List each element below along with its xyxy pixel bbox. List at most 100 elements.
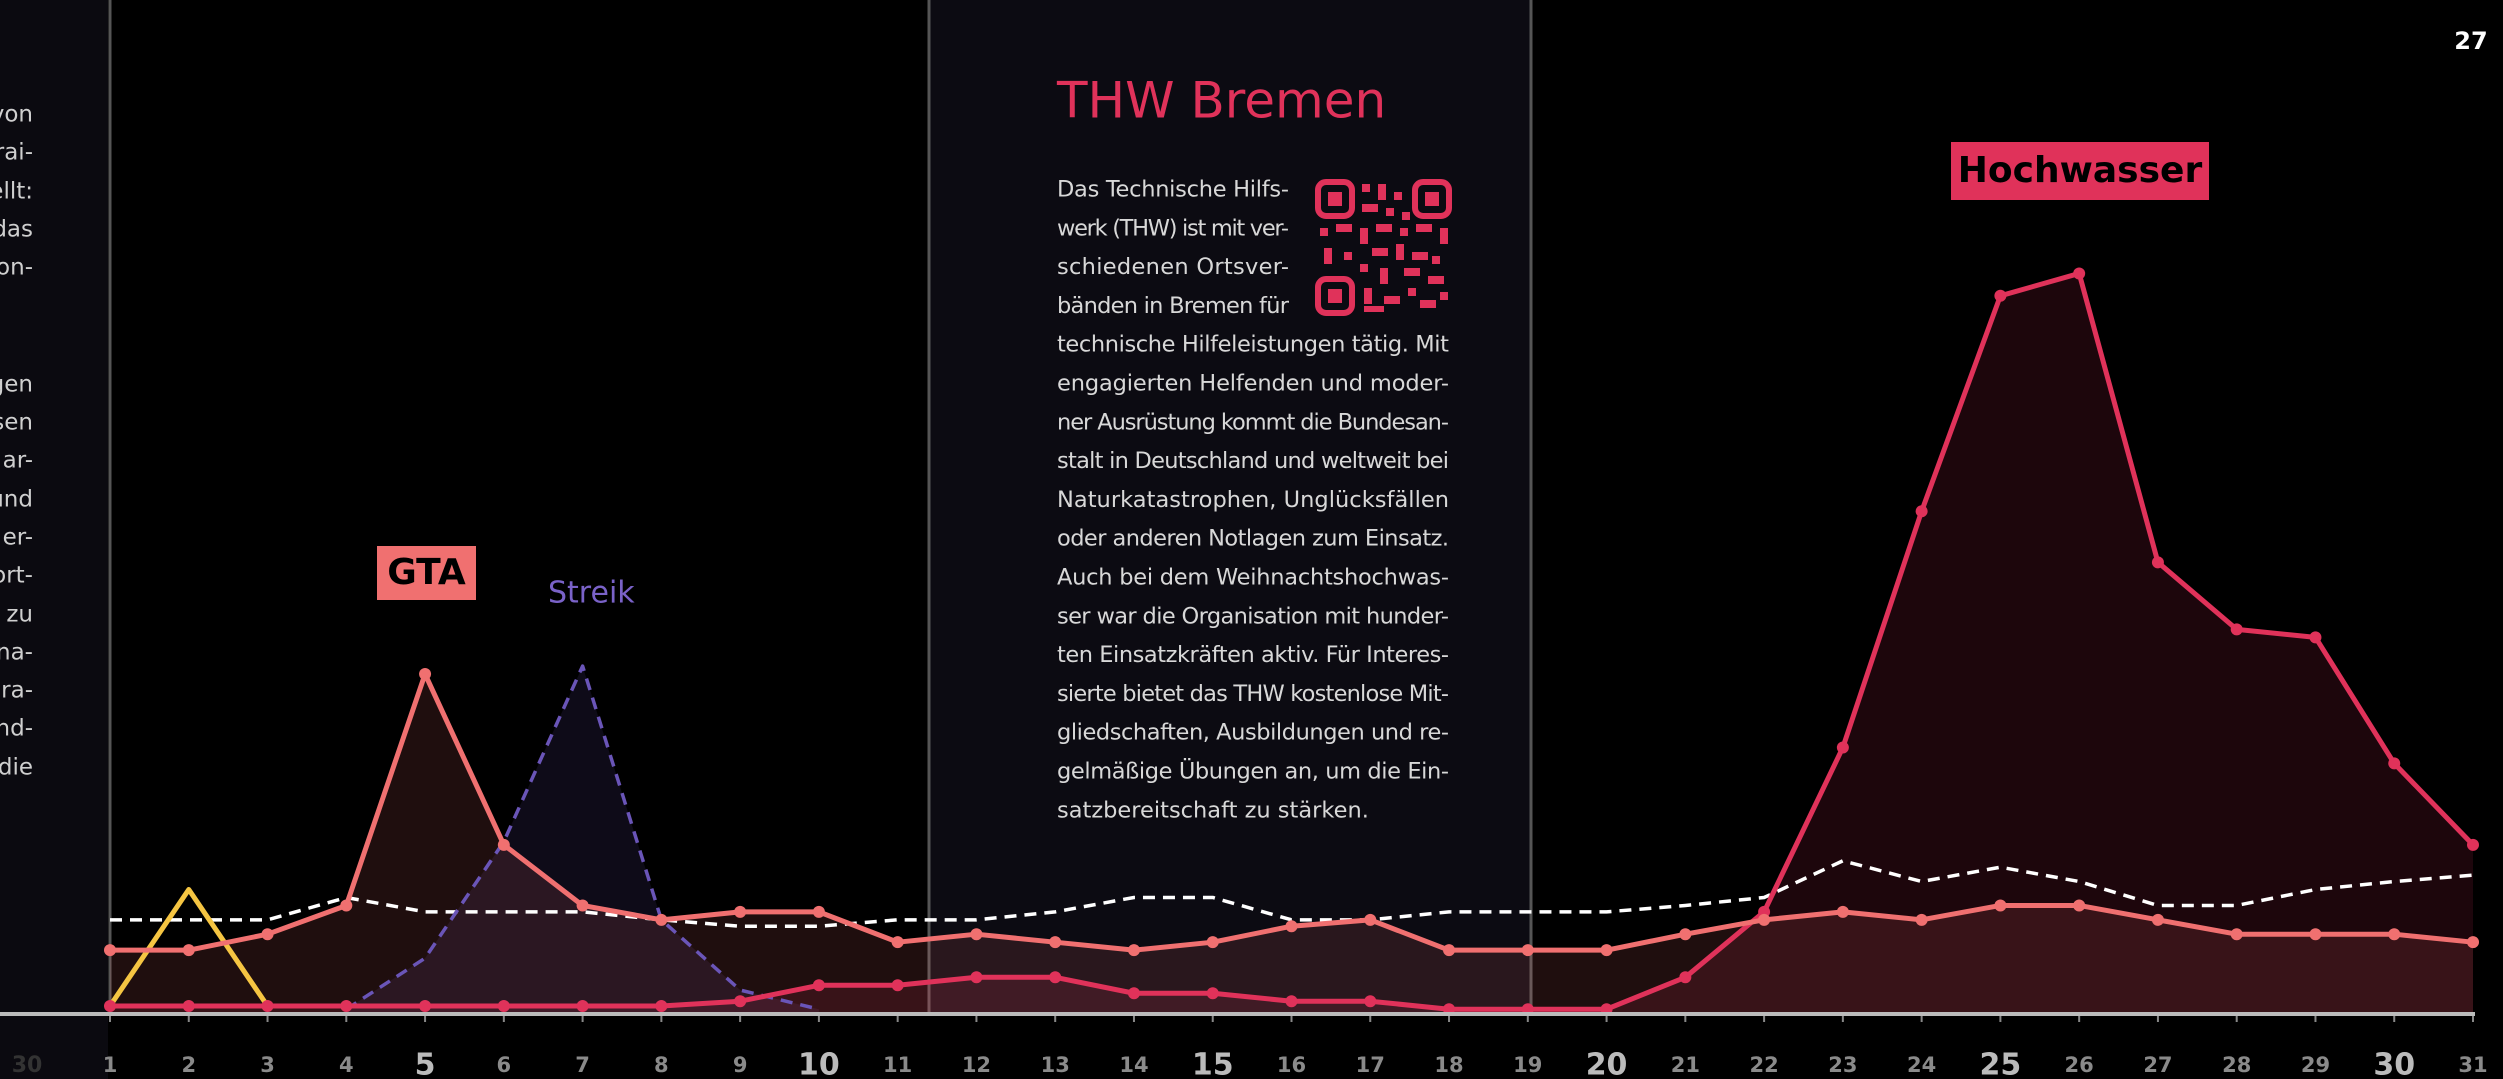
- x-tick-label: 28: [2222, 1053, 2251, 1077]
- point: [1364, 995, 1377, 1008]
- point: [2467, 936, 2479, 949]
- x-tick-label: 17: [1356, 1053, 1385, 1077]
- point: [182, 1000, 195, 1013]
- text-line: ten Einsatzkräften aktiv. Für Interes-: [1057, 642, 1449, 668]
- text-line: engagierten Helfenden und moder-: [1057, 371, 1449, 397]
- x-tick-label: 23: [1828, 1053, 1857, 1077]
- point: [891, 979, 904, 992]
- text-line: gelmäßige Übungen an, um die Ein-: [1057, 757, 1449, 785]
- point: [1679, 971, 1692, 984]
- point: [1285, 920, 1298, 933]
- x-tick-label: 16: [1277, 1053, 1306, 1077]
- text-line: ser war die Organisation mit hunder-: [1057, 603, 1449, 629]
- point: [261, 1000, 274, 1013]
- line: [345, 664, 820, 1011]
- point: [104, 944, 116, 957]
- point: [655, 913, 668, 926]
- point: [1206, 936, 1219, 949]
- x-tick-label: 10: [798, 1048, 840, 1079]
- x-tick-label: 12: [962, 1053, 991, 1077]
- point: [1679, 928, 1692, 941]
- point: [1443, 944, 1456, 957]
- x-tick-label: 13: [1041, 1053, 1070, 1077]
- point: [1206, 987, 1219, 1000]
- text-line: technische Hilfeleistungen tätig. Mit: [1057, 332, 1449, 358]
- text-line: nd-: [0, 716, 33, 742]
- text-line: sen: [0, 410, 33, 436]
- x-tick-label: 27: [2143, 1053, 2172, 1077]
- page-number: 27: [2454, 27, 2487, 55]
- text-line: Auch bei dem Weihnachtshochwas-: [1057, 565, 1449, 591]
- text-line: die: [0, 755, 33, 781]
- qr-code: [1315, 179, 1452, 316]
- text-line: na-: [0, 640, 33, 666]
- text-line: schiedenen Ortsver-: [1057, 254, 1289, 280]
- previous-axis-label: 30: [12, 1053, 43, 1078]
- point: [576, 899, 589, 912]
- point: [1915, 913, 1928, 926]
- annotation: Streik: [548, 576, 635, 611]
- text-line: satzbereitschaft zu stärken.: [1057, 797, 1369, 823]
- x-tick-label: 4: [339, 1053, 354, 1077]
- x-tick-label: 24: [1907, 1053, 1936, 1077]
- point: [1836, 741, 1849, 754]
- text-line: ellt:: [0, 179, 33, 205]
- text-line: zu: [6, 602, 33, 628]
- point: [182, 944, 195, 957]
- point: [2230, 623, 2243, 636]
- point: [2467, 838, 2479, 851]
- x-tick-label: 22: [1749, 1053, 1778, 1077]
- text-line: gliedschaften, Ausbildungen und re-: [1057, 720, 1449, 746]
- point: [1127, 987, 1140, 1000]
- left-panel: [0, 0, 108, 1079]
- point: [2388, 928, 2401, 941]
- text-line: on-: [0, 255, 33, 281]
- text-line: das: [0, 217, 33, 243]
- text-line: ner Ausrüstung kommt die Bundesan-: [1057, 409, 1449, 435]
- point: [2309, 631, 2322, 644]
- x-tick-label: 14: [1119, 1053, 1148, 1077]
- point: [2388, 757, 2401, 770]
- point: [2151, 556, 2164, 569]
- left-text: von rai-ellt: das on-gen sen ar-und er-ort-zu n…: [0, 102, 33, 781]
- point: [1758, 913, 1771, 926]
- point: [1364, 913, 1377, 926]
- text-line: und: [0, 487, 33, 513]
- text-line: ra-: [1, 678, 33, 704]
- point: [2309, 928, 2322, 941]
- point: [1994, 289, 2007, 302]
- text-line: er-: [3, 525, 33, 551]
- line: [110, 859, 2474, 928]
- point: [812, 905, 825, 918]
- point: [1285, 995, 1298, 1008]
- point: [970, 971, 983, 984]
- annotation: GTA: [387, 552, 466, 593]
- point: [970, 928, 983, 941]
- x-tick-label: 29: [2301, 1053, 2330, 1077]
- x-tick-label: 9: [733, 1053, 748, 1077]
- point: [1600, 944, 1613, 957]
- annotation-box: [377, 546, 476, 600]
- x-tick-label: 20: [1586, 1048, 1628, 1079]
- x-tick-label: 5: [415, 1048, 436, 1079]
- x-tick-label: 11: [883, 1053, 912, 1077]
- point: [2073, 899, 2086, 912]
- x-tick-label: 2: [181, 1053, 196, 1077]
- x-tick-label: 3: [260, 1053, 275, 1077]
- text-line: von: [0, 102, 33, 128]
- x-tick-label: 15: [1192, 1048, 1234, 1079]
- point: [1049, 971, 1062, 984]
- x-tick-label: 30: [2373, 1048, 2415, 1079]
- x-tick-label: 25: [1980, 1048, 2022, 1079]
- point: [812, 979, 825, 992]
- point: [1994, 899, 2007, 912]
- point: [340, 1000, 353, 1013]
- point: [2073, 267, 2086, 280]
- point: [891, 936, 904, 949]
- annotation: Hochwasser: [1958, 150, 2203, 191]
- x-tick-label: 19: [1513, 1053, 1542, 1077]
- text-line: sierte bietet das THW kostenlose Mit-: [1057, 681, 1449, 707]
- x-tick-label: 26: [2065, 1053, 2094, 1077]
- point: [1836, 905, 1849, 918]
